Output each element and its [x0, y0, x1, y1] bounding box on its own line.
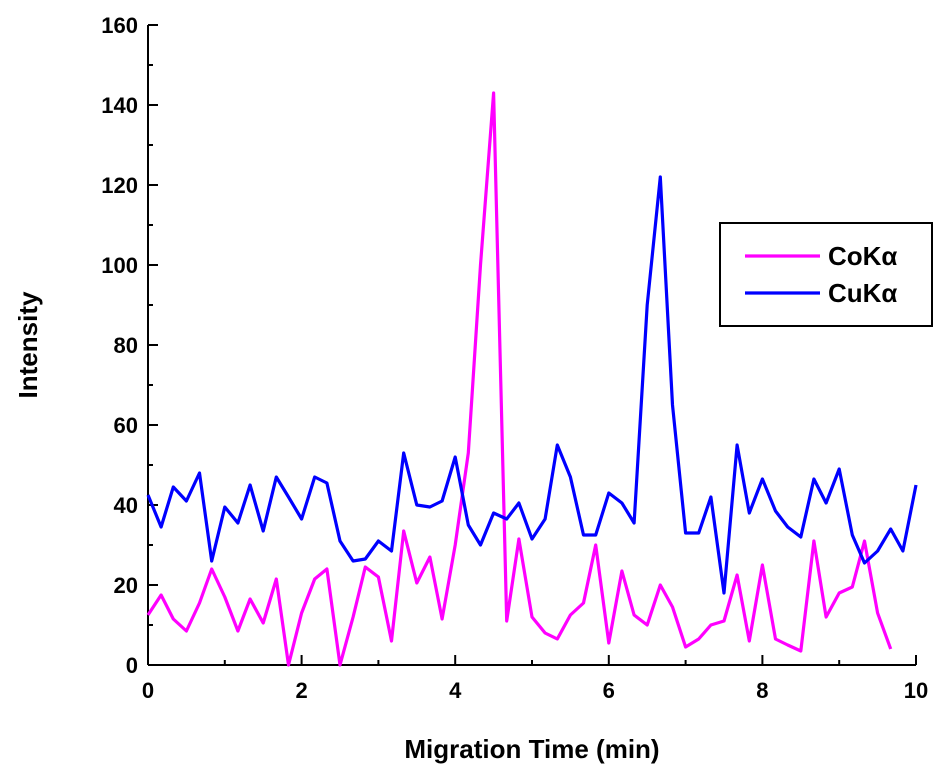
series-line: [146, 175, 918, 595]
y-tick-label: 120: [101, 173, 138, 198]
legend: CoKα CuKα: [719, 222, 933, 327]
y-axis-title: Intensity: [13, 291, 43, 398]
y-tick-label: 80: [114, 333, 138, 358]
y-tick-label: 60: [114, 413, 138, 438]
x-tick-label: 10: [904, 678, 928, 703]
x-tick-label: 4: [449, 678, 462, 703]
series-line: [146, 91, 893, 667]
y-tick-label: 140: [101, 93, 138, 118]
x-axis-title: Migration Time (min): [404, 734, 659, 764]
x-tick-label: 6: [603, 678, 615, 703]
y-tick-label: 160: [101, 13, 138, 38]
y-tick-label: 20: [114, 573, 138, 598]
y-tick-label: 100: [101, 253, 138, 278]
x-tick-label: 8: [756, 678, 768, 703]
tick-marks: [147, 24, 917, 666]
x-tick-label: 2: [295, 678, 307, 703]
series-cukalpha: [146, 175, 918, 595]
x-tick-label: 0: [142, 678, 154, 703]
y-tick-label: 0: [126, 653, 138, 678]
legend-label: CuKα: [828, 278, 897, 308]
y-tick-label: 40: [114, 493, 138, 518]
legend-label: CoKα: [828, 241, 897, 271]
legend-box: [719, 222, 933, 327]
series-cokalpha: [146, 91, 893, 667]
axes: [147, 25, 916, 666]
series-layer: [146, 91, 918, 667]
